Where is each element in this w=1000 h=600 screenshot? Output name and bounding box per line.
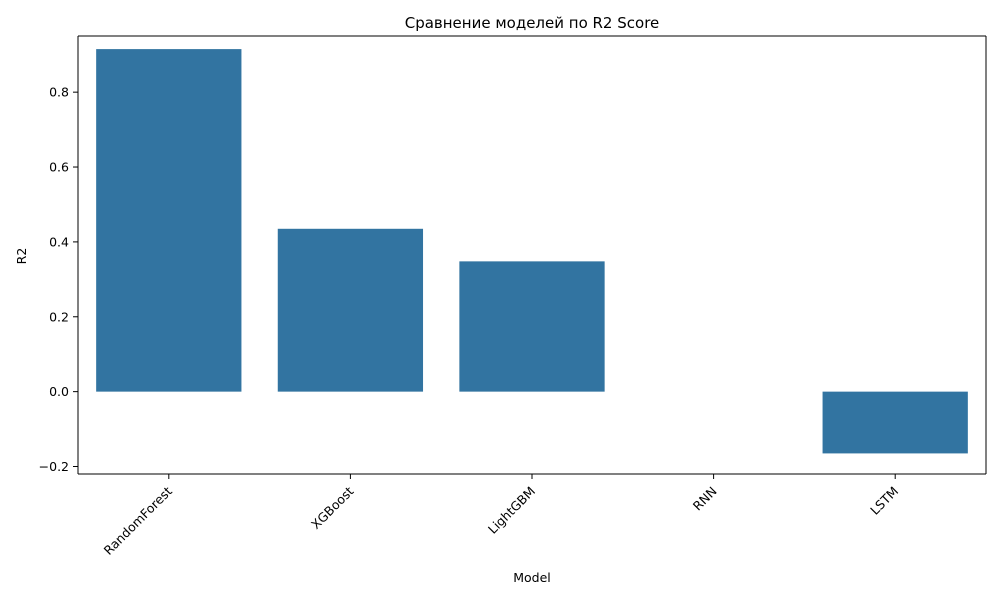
y-tick-label: 0.6 xyxy=(49,160,69,175)
x-axis-ticks: RandomForest XGBoost LightGBM RNN LSTM xyxy=(101,474,901,558)
y-tick-label: −0.2 xyxy=(39,459,69,474)
x-tick-label-lightgbm: LightGBM xyxy=(485,484,538,537)
axes-frame xyxy=(77,35,987,475)
x-tick-label-xgboost: XGBoost xyxy=(308,483,357,532)
x-tick-label-randomforest: RandomForest xyxy=(101,483,175,557)
x-tick-label-lstm: LSTM xyxy=(867,484,901,518)
y-tick-label: 0.4 xyxy=(49,234,69,249)
bar-xgboost xyxy=(277,228,424,392)
y-axis-ticks: −0.2 0.0 0.2 0.4 0.6 0.8 xyxy=(39,85,78,474)
chart-title: Сравнение моделей по R2 Score xyxy=(405,14,660,32)
y-tick-label: 0.2 xyxy=(49,309,69,324)
bar-randomforest xyxy=(96,49,242,392)
y-tick-label: 0.0 xyxy=(49,384,69,399)
y-axis-label: R2 xyxy=(14,248,29,265)
x-tick-label-rnn: RNN xyxy=(690,484,720,514)
bars-layer xyxy=(96,49,968,454)
bar-lightgbm xyxy=(459,261,605,392)
bar-lstm xyxy=(822,391,968,454)
x-axis-label: Model xyxy=(513,570,551,585)
y-tick-label: 0.8 xyxy=(49,85,69,100)
